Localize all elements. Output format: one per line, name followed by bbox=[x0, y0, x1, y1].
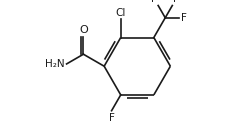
Text: O: O bbox=[79, 25, 88, 35]
Text: F: F bbox=[174, 0, 179, 4]
Text: F: F bbox=[151, 0, 157, 4]
Text: F: F bbox=[109, 112, 114, 122]
Text: F: F bbox=[181, 13, 187, 23]
Text: Cl: Cl bbox=[115, 8, 126, 18]
Text: H₂N: H₂N bbox=[45, 59, 65, 69]
